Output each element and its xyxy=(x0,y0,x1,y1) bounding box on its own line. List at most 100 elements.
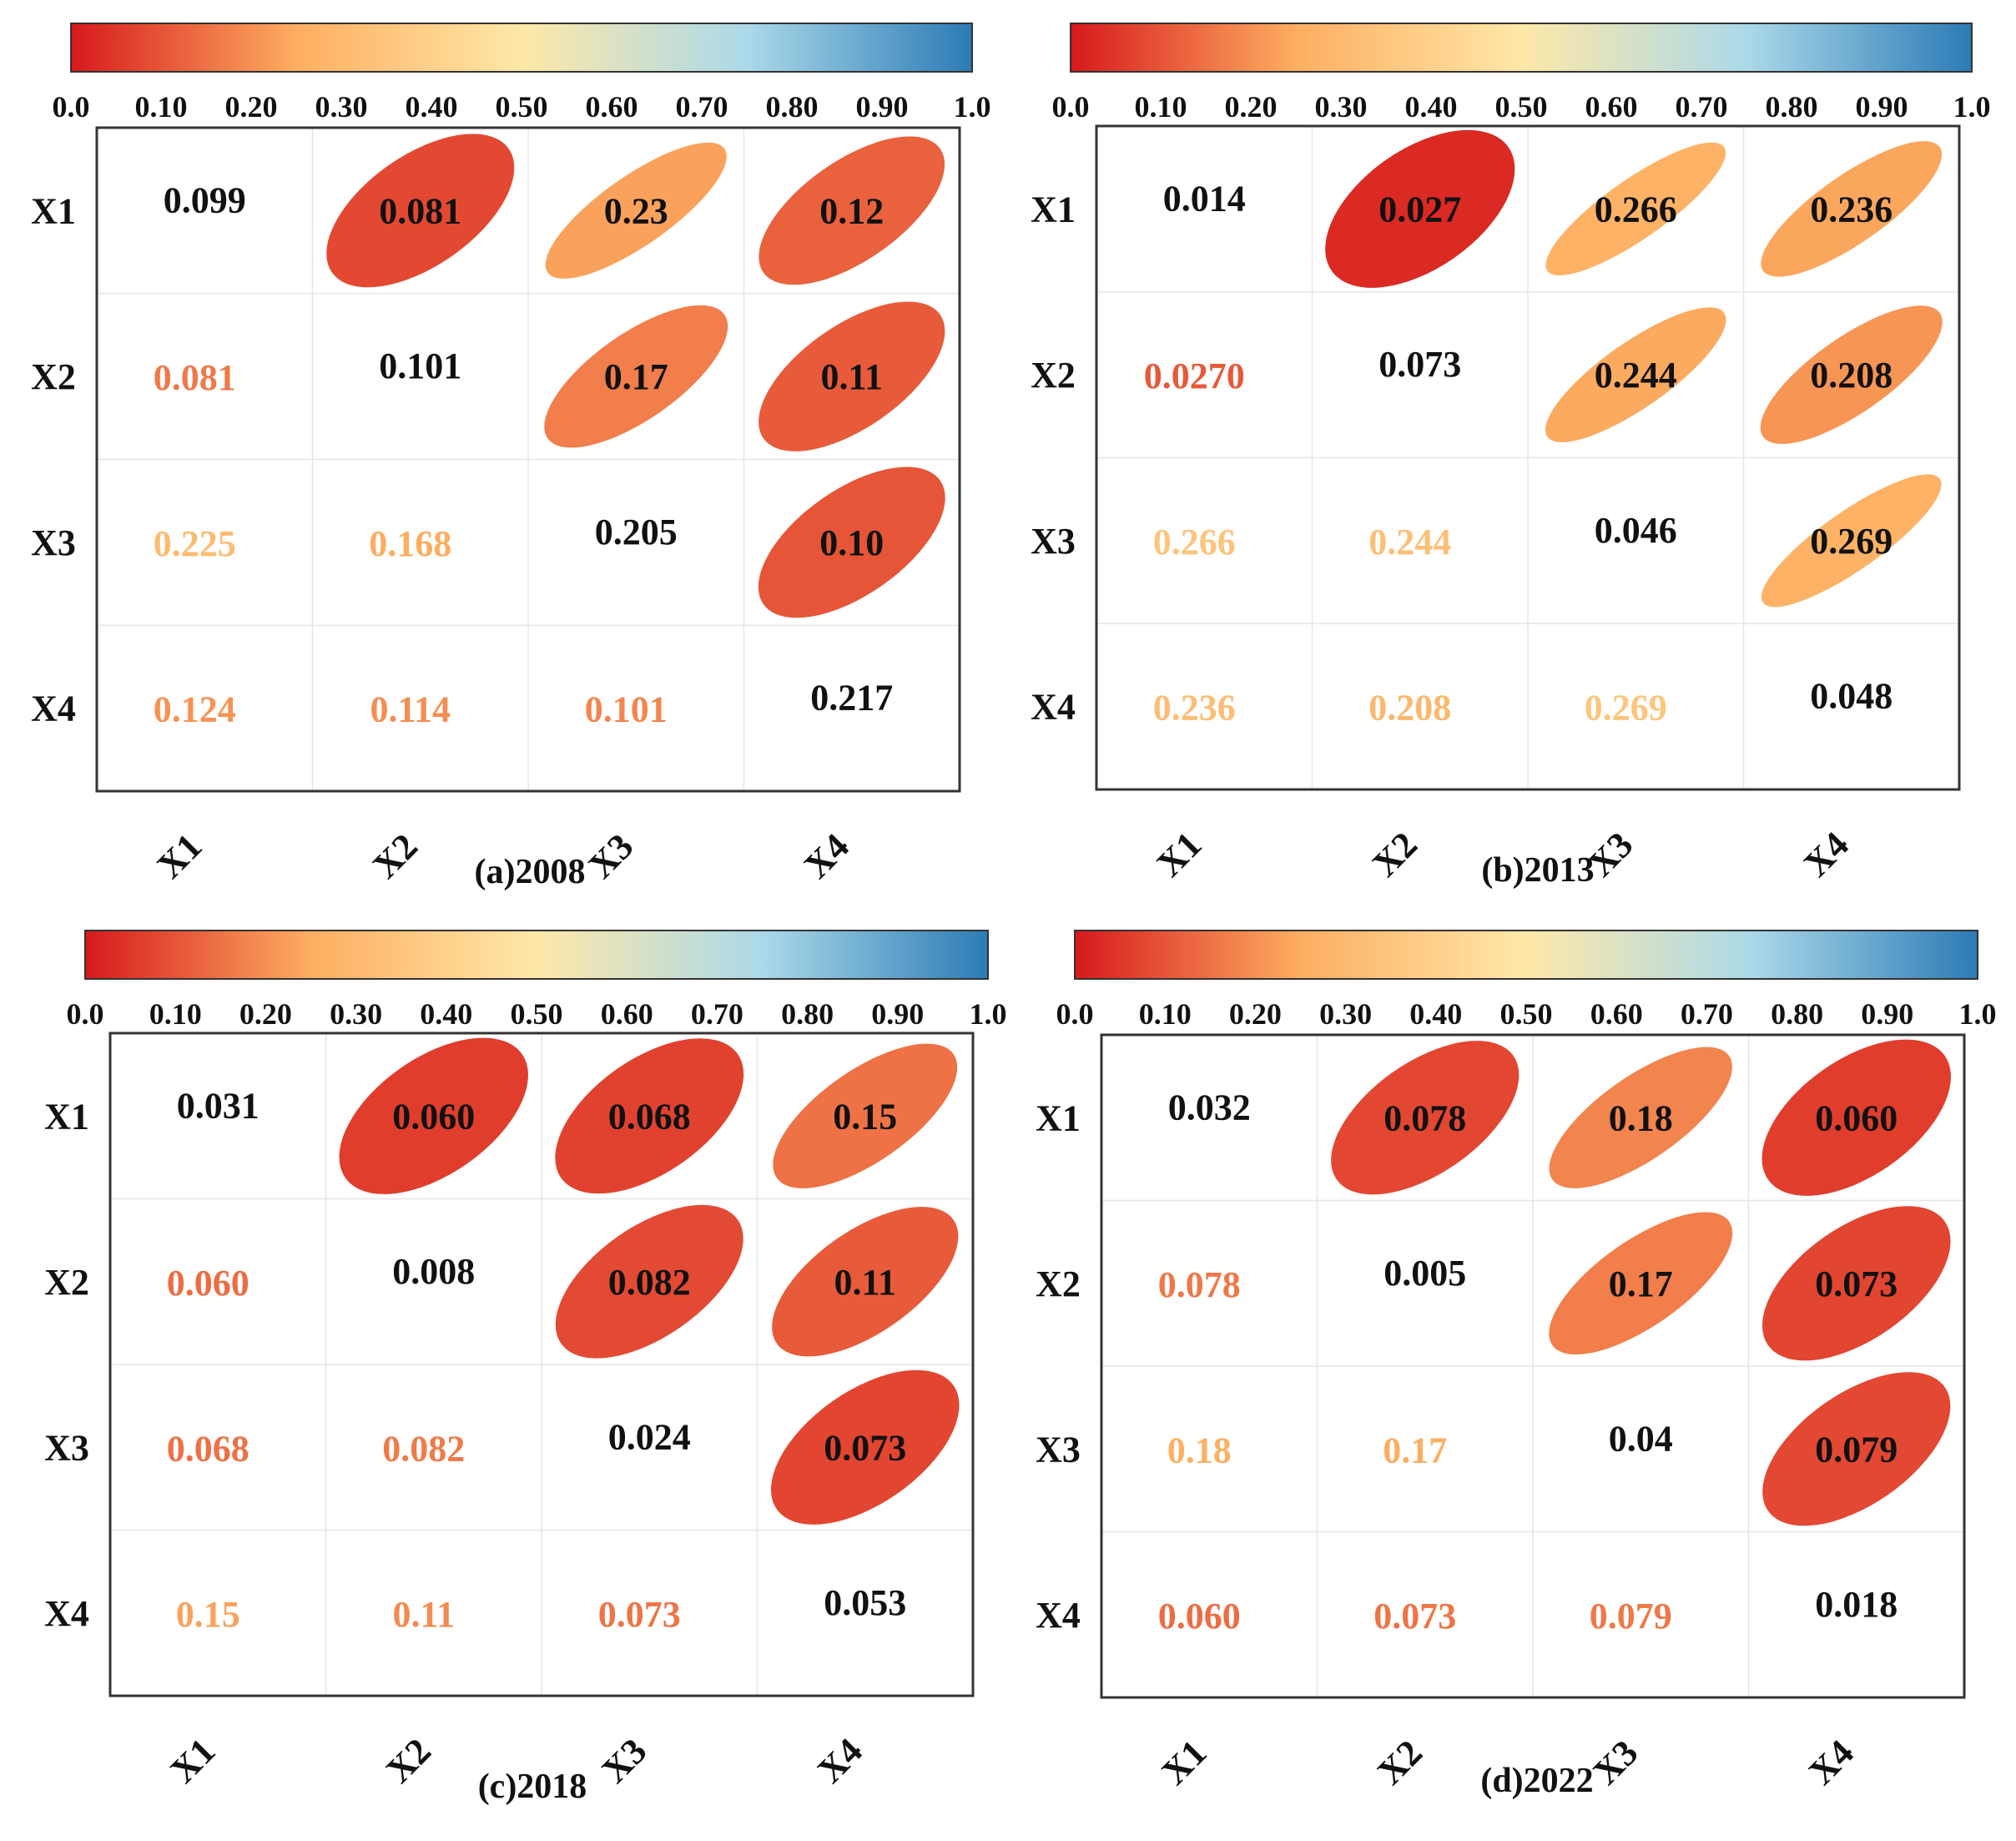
col-label: X4 xyxy=(1801,1732,1862,1793)
colorbar-tick: 0.40 xyxy=(1409,997,1462,1031)
lower-value: 0.18 xyxy=(1167,1430,1232,1470)
lower-value: 0.11 xyxy=(392,1594,455,1635)
colorbar-tick: 0.10 xyxy=(1139,997,1192,1031)
colorbar-tick: 0.30 xyxy=(315,90,368,124)
col-label: X1 xyxy=(163,1730,224,1791)
col-label: X3 xyxy=(594,1730,655,1791)
lower-value: 0.168 xyxy=(369,523,451,564)
correlation-ellipse xyxy=(545,142,727,279)
diagonal-value: 0.005 xyxy=(1383,1253,1466,1294)
upper-value: 0.17 xyxy=(1609,1263,1673,1304)
diagonal-value: 0.024 xyxy=(608,1416,691,1457)
lower-value: 0.073 xyxy=(598,1594,681,1635)
lower-value: 0.17 xyxy=(1383,1430,1447,1470)
panel-3: 0.0 0.10 0.20 0.30 0.40 0.50 0.60 0.70 0.80 0.90 1… xyxy=(44,930,1007,1806)
row-label: X3 xyxy=(44,1427,89,1468)
row-label: X4 xyxy=(1036,1595,1081,1636)
upper-value: 0.073 xyxy=(1815,1263,1898,1304)
diagonal-value: 0.031 xyxy=(177,1085,260,1126)
correlation-ellipse xyxy=(1761,141,1943,277)
lower-value: 0.082 xyxy=(382,1428,465,1469)
col-label: X2 xyxy=(378,1730,439,1791)
colorbar-tick: 0.90 xyxy=(1861,997,1913,1031)
upper-value: 0.244 xyxy=(1595,355,1677,396)
colorbar-tick: 0.40 xyxy=(1405,90,1458,124)
colorbar-tick: 0.0 xyxy=(67,997,104,1031)
colorbar-tick: 0.50 xyxy=(511,997,563,1031)
upper-value: 0.027 xyxy=(1378,189,1461,229)
colorbar-tick: 0.20 xyxy=(1229,997,1282,1031)
upper-value: 0.17 xyxy=(604,356,668,397)
colorbar-tick: 0.0 xyxy=(1052,90,1090,124)
col-label: X1 xyxy=(1154,1732,1215,1793)
correlation-ellipse xyxy=(1331,1041,1520,1195)
correlation-ellipse xyxy=(1545,307,1726,442)
correlation-ellipse xyxy=(544,305,728,448)
correlation-ellipse xyxy=(1761,474,1942,608)
upper-value: 0.079 xyxy=(1815,1429,1898,1470)
row-label: X3 xyxy=(31,522,76,563)
colorbar-tick: 0.40 xyxy=(406,90,458,124)
correlation-ellipse xyxy=(326,134,515,288)
colorbar xyxy=(84,930,989,980)
panel-4: 0.0 0.10 0.20 0.30 0.40 0.50 0.60 0.70 0.80 0.90 1… xyxy=(1036,930,1997,1800)
row-label: X2 xyxy=(31,356,76,397)
colorbar-tick: 0.50 xyxy=(1500,997,1553,1031)
col-label: X1 xyxy=(149,825,210,886)
upper-value: 0.18 xyxy=(1609,1097,1673,1138)
row-label: X3 xyxy=(1031,521,1076,562)
colorbar-tick: 0.60 xyxy=(601,997,653,1031)
panel-caption: (a)2008 xyxy=(475,853,586,891)
lower-value: 0.068 xyxy=(167,1428,249,1469)
colorbar-tick: 0.0 xyxy=(53,90,90,124)
colorbar-tick: 0.10 xyxy=(149,997,202,1031)
upper-value: 0.11 xyxy=(820,356,883,397)
lower-value: 0.208 xyxy=(1368,688,1451,729)
lower-value: 0.114 xyxy=(370,689,451,730)
colorbar-tick: 0.70 xyxy=(676,90,728,124)
colorbar-tick: 0.50 xyxy=(1495,90,1548,124)
colorbar-tick: 0.10 xyxy=(1135,90,1187,124)
upper-value: 0.082 xyxy=(608,1262,691,1303)
lower-value: 0.0270 xyxy=(1144,356,1245,396)
col-label: X2 xyxy=(1364,824,1425,885)
diagonal-value: 0.073 xyxy=(1378,344,1461,385)
diagonal-value: 0.046 xyxy=(1595,510,1677,551)
diagonal-value: 0.205 xyxy=(595,512,678,552)
correlation-ellipse xyxy=(770,1369,960,1525)
colorbar-tick: 0.90 xyxy=(871,997,924,1031)
colorbar-tick: 0.20 xyxy=(1225,90,1278,124)
lower-value: 0.073 xyxy=(1373,1596,1456,1637)
row-label: X2 xyxy=(1036,1263,1081,1304)
colorbar-tick: 0.40 xyxy=(420,997,472,1031)
upper-value: 0.266 xyxy=(1595,189,1677,229)
correlation-ellipse xyxy=(759,301,945,451)
lower-value: 0.060 xyxy=(167,1263,249,1304)
diagonal-value: 0.048 xyxy=(1810,676,1893,717)
correlation-ellipse xyxy=(772,1207,959,1357)
colorbar-tick: 1.0 xyxy=(1959,997,1997,1031)
upper-value: 0.236 xyxy=(1810,189,1893,229)
correlation-ellipse xyxy=(1325,129,1515,288)
lower-value: 0.101 xyxy=(585,689,668,730)
col-label: X4 xyxy=(1796,824,1857,885)
diagonal-value: 0.014 xyxy=(1163,178,1246,219)
correlation-ellipse xyxy=(1761,1039,1951,1196)
colorbar-tick: 1.0 xyxy=(970,997,1007,1031)
colorbar-tick: 0.80 xyxy=(1766,90,1818,124)
lower-value: 0.079 xyxy=(1590,1596,1672,1637)
lower-value: 0.078 xyxy=(1158,1264,1241,1305)
correlation-ellipse xyxy=(1549,1047,1732,1188)
correlation-ellipse xyxy=(758,467,945,618)
plot-frame xyxy=(1095,124,1961,791)
upper-value: 0.081 xyxy=(379,190,461,231)
diagonal-value: 0.217 xyxy=(810,678,893,719)
colorbar-tick: 0.70 xyxy=(1676,90,1728,124)
col-label: X2 xyxy=(365,825,426,886)
col-label: X3 xyxy=(581,825,642,886)
correlation-ellipse xyxy=(1545,142,1726,276)
colorbar-tick: 0.0 xyxy=(1056,997,1094,1031)
row-label: X4 xyxy=(44,1593,89,1634)
colorbar-tick: 0.30 xyxy=(330,997,382,1031)
upper-value: 0.12 xyxy=(819,190,884,231)
